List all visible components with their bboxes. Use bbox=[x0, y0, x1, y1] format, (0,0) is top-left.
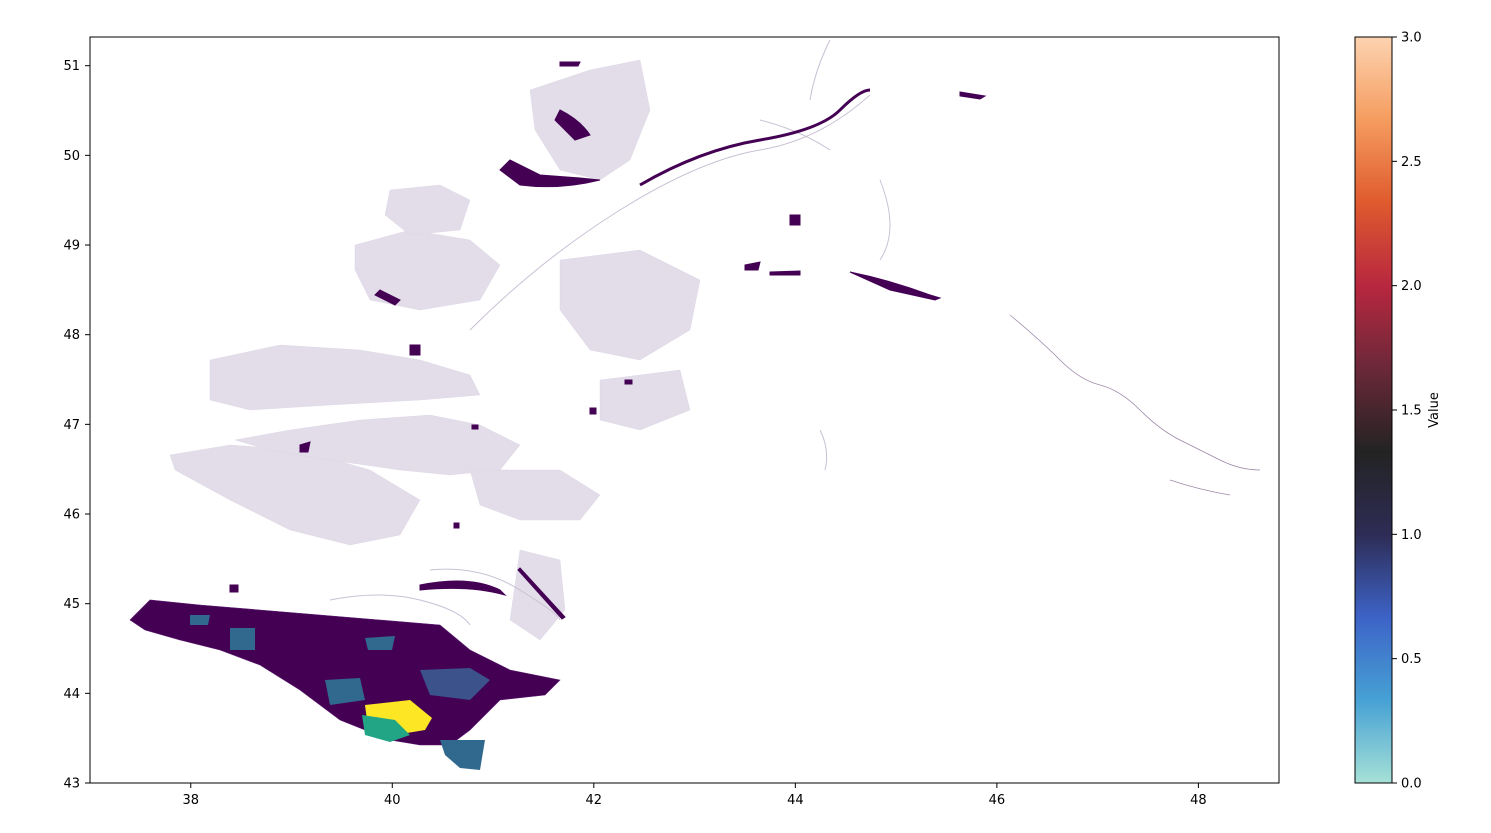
y-tick-label: 48 bbox=[63, 328, 80, 343]
x-tick-label: 42 bbox=[586, 793, 603, 808]
map-axes bbox=[89, 36, 1280, 784]
colorbar-tick-label: 2.5 bbox=[1401, 155, 1422, 170]
colorbar-tick-label: 1.0 bbox=[1401, 528, 1422, 543]
colorbar-tick-label: 0.0 bbox=[1401, 777, 1422, 792]
y-tick-label: 45 bbox=[63, 597, 80, 612]
y-tick-label: 51 bbox=[63, 59, 80, 74]
y-tick-label: 50 bbox=[63, 149, 80, 164]
teal-parcel-far-west bbox=[190, 615, 210, 625]
y-tick-label: 49 bbox=[63, 239, 80, 254]
north-dense-features bbox=[229, 61, 987, 620]
colorbar-tick-label: 3.0 bbox=[1401, 31, 1422, 46]
colorbar-bar bbox=[1355, 37, 1392, 783]
colorbar-label: Value bbox=[1427, 392, 1442, 428]
blue-parcel-east bbox=[420, 668, 490, 700]
green-parcel bbox=[362, 715, 410, 742]
y-tick-label: 46 bbox=[63, 508, 80, 523]
x-tick-label: 40 bbox=[384, 793, 401, 808]
teal-parcel-west bbox=[230, 628, 255, 650]
colorbar-tick-label: 1.5 bbox=[1401, 404, 1422, 419]
eastern-river-chain bbox=[1009, 314, 1261, 496]
map-frame bbox=[89, 36, 1280, 784]
teal-parcel-south bbox=[325, 678, 365, 705]
teal-parcel-southeast bbox=[440, 740, 485, 770]
x-tick-label: 38 bbox=[182, 793, 199, 808]
colorbar-tick-label: 0.5 bbox=[1401, 652, 1422, 667]
colorbar-ticks: 0.0 0.5 1.0 1.5 2.0 2.5 3.0 bbox=[1392, 31, 1422, 792]
colorbar-tick-label: 2.0 bbox=[1401, 279, 1422, 294]
x-tick-label: 48 bbox=[1190, 793, 1207, 808]
colorbar: 0.0 0.5 1.0 1.5 2.0 2.5 3.0 Value bbox=[1354, 31, 1442, 792]
x-tick-label: 44 bbox=[787, 793, 804, 808]
y-tick-label: 47 bbox=[63, 418, 80, 433]
y-tick-label: 44 bbox=[63, 687, 80, 702]
teal-parcel-center bbox=[365, 636, 395, 650]
x-axis: 38 40 42 44 46 48 bbox=[182, 783, 1207, 808]
y-tick-label: 43 bbox=[63, 777, 80, 792]
x-tick-label: 46 bbox=[989, 793, 1006, 808]
south-dense-region bbox=[129, 599, 561, 770]
map-layer bbox=[129, 39, 1261, 770]
y-axis: 43 44 45 46 47 48 49 50 51 bbox=[63, 59, 90, 792]
faint-land-parcels bbox=[169, 59, 701, 641]
